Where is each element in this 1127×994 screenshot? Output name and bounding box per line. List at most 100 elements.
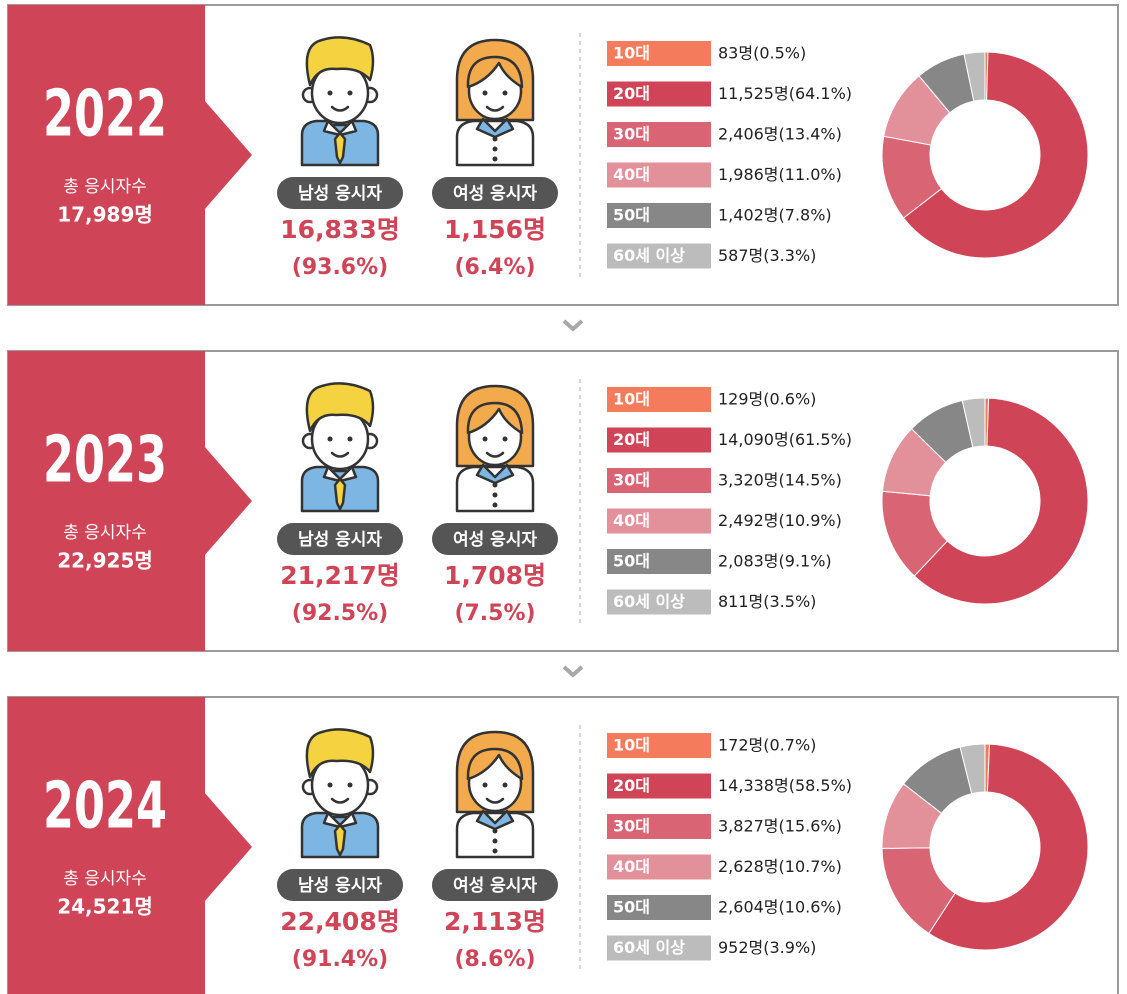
age-label: 40대 <box>613 165 650 184</box>
gender-share: (7.5%) <box>454 601 535 626</box>
gender-count: 21,217명 <box>280 561 399 590</box>
gender-name: 여성 응시자 <box>453 530 537 550</box>
eye <box>328 437 333 442</box>
age-value: 129명(0.6%) <box>718 390 816 409</box>
age-label: 40대 <box>613 857 650 876</box>
eye <box>483 91 488 96</box>
age-value: 2,492명(10.9%) <box>718 511 842 530</box>
year: 2024 <box>43 770 167 844</box>
eye <box>503 91 508 96</box>
button <box>493 503 498 508</box>
man-icon <box>302 729 378 857</box>
tie <box>335 479 345 509</box>
eye <box>348 91 353 96</box>
age-value: 11,525명(64.1%) <box>718 84 852 103</box>
age-label: 50대 <box>613 206 650 225</box>
age-label: 30대 <box>613 125 650 144</box>
eye <box>328 91 333 96</box>
gender-share: (8.6%) <box>454 947 535 972</box>
total: 17,989명 <box>57 203 153 227</box>
button <box>493 483 498 488</box>
age-value: 2,406명(13.4%) <box>718 125 842 144</box>
age-label: 20대 <box>613 776 650 795</box>
age-value: 14,338명(58.5%) <box>718 776 852 795</box>
woman-icon <box>457 386 533 511</box>
year-block <box>8 5 205 305</box>
age-label: 30대 <box>613 471 650 490</box>
age-value: 811명(3.5%) <box>718 592 816 611</box>
button <box>493 839 498 844</box>
tie <box>335 133 345 163</box>
age-label: 10대 <box>613 44 650 63</box>
age-value: 2,628명(10.7%) <box>718 857 842 876</box>
eye <box>328 783 333 788</box>
eye <box>483 783 488 788</box>
gender-count: 1,708명 <box>444 561 546 590</box>
age-value: 3,320명(14.5%) <box>718 471 842 490</box>
tie <box>335 825 345 855</box>
page: {"chart_data": [ {"type": "pie", "donut"… <box>0 0 1127 994</box>
eye <box>348 437 353 442</box>
age-value: 587명(3.3%) <box>718 246 816 265</box>
woman-icon <box>457 40 533 165</box>
gender-share: (91.4%) <box>292 947 388 972</box>
gender-name: 여성 응시자 <box>453 184 537 204</box>
total-caption: 총 응시자수 <box>63 523 147 543</box>
age-label: 50대 <box>613 898 650 917</box>
year-block <box>8 351 205 651</box>
man-icon <box>302 37 378 165</box>
age-label: 60세 이상 <box>613 592 685 611</box>
year: 2023 <box>43 424 167 498</box>
gender-share: (93.6%) <box>292 255 388 280</box>
age-value: 172명(0.7%) <box>718 736 816 755</box>
eye <box>483 437 488 442</box>
gender-count: 16,833명 <box>280 215 399 244</box>
eye <box>503 783 508 788</box>
age-value: 83명(0.5%) <box>718 44 806 63</box>
button <box>493 849 498 854</box>
chevron <box>564 667 582 675</box>
age-label: 10대 <box>613 390 650 409</box>
eye <box>503 437 508 442</box>
gender-name: 남성 응시자 <box>298 184 382 204</box>
eye <box>348 783 353 788</box>
gender-name: 여성 응시자 <box>453 876 537 896</box>
button <box>493 157 498 162</box>
age-value: 2,083명(9.1%) <box>718 552 832 571</box>
age-label: 50대 <box>613 552 650 571</box>
gender-share: (92.5%) <box>292 601 388 626</box>
man-icon <box>302 383 378 511</box>
age-value: 1,402명(7.8%) <box>718 206 832 225</box>
button <box>493 147 498 152</box>
total: 22,925명 <box>57 549 153 573</box>
age-label: 10대 <box>613 736 650 755</box>
gender-share: (6.4%) <box>454 255 535 280</box>
total: 24,521명 <box>57 895 153 919</box>
button <box>493 493 498 498</box>
age-value: 3,827명(15.6%) <box>718 817 842 836</box>
gender-name: 남성 응시자 <box>298 876 382 896</box>
age-label: 20대 <box>613 430 650 449</box>
age-label: 40대 <box>613 511 650 530</box>
age-label: 60세 이상 <box>613 938 685 957</box>
age-value: 2,604명(10.6%) <box>718 898 842 917</box>
button <box>493 829 498 834</box>
gender-name: 남성 응시자 <box>298 530 382 550</box>
year: 2022 <box>43 78 167 152</box>
gender-count: 2,113명 <box>444 907 546 936</box>
woman-icon <box>457 732 533 857</box>
age-label: 20대 <box>613 84 650 103</box>
age-value: 952명(3.9%) <box>718 938 816 957</box>
gender-count: 22,408명 <box>280 907 399 936</box>
age-value: 14,090명(61.5%) <box>718 430 852 449</box>
infographic: 2022총 응시자수17,989명남성 응시자16,833명(93.6%)여성 … <box>0 0 1127 994</box>
chevron <box>564 321 582 329</box>
age-value: 1,986명(11.0%) <box>718 165 842 184</box>
year-block <box>8 697 205 994</box>
age-label: 60세 이상 <box>613 246 685 265</box>
total-caption: 총 응시자수 <box>63 869 147 889</box>
gender-count: 1,156명 <box>444 215 546 244</box>
button <box>493 137 498 142</box>
age-label: 30대 <box>613 817 650 836</box>
total-caption: 총 응시자수 <box>63 177 147 197</box>
